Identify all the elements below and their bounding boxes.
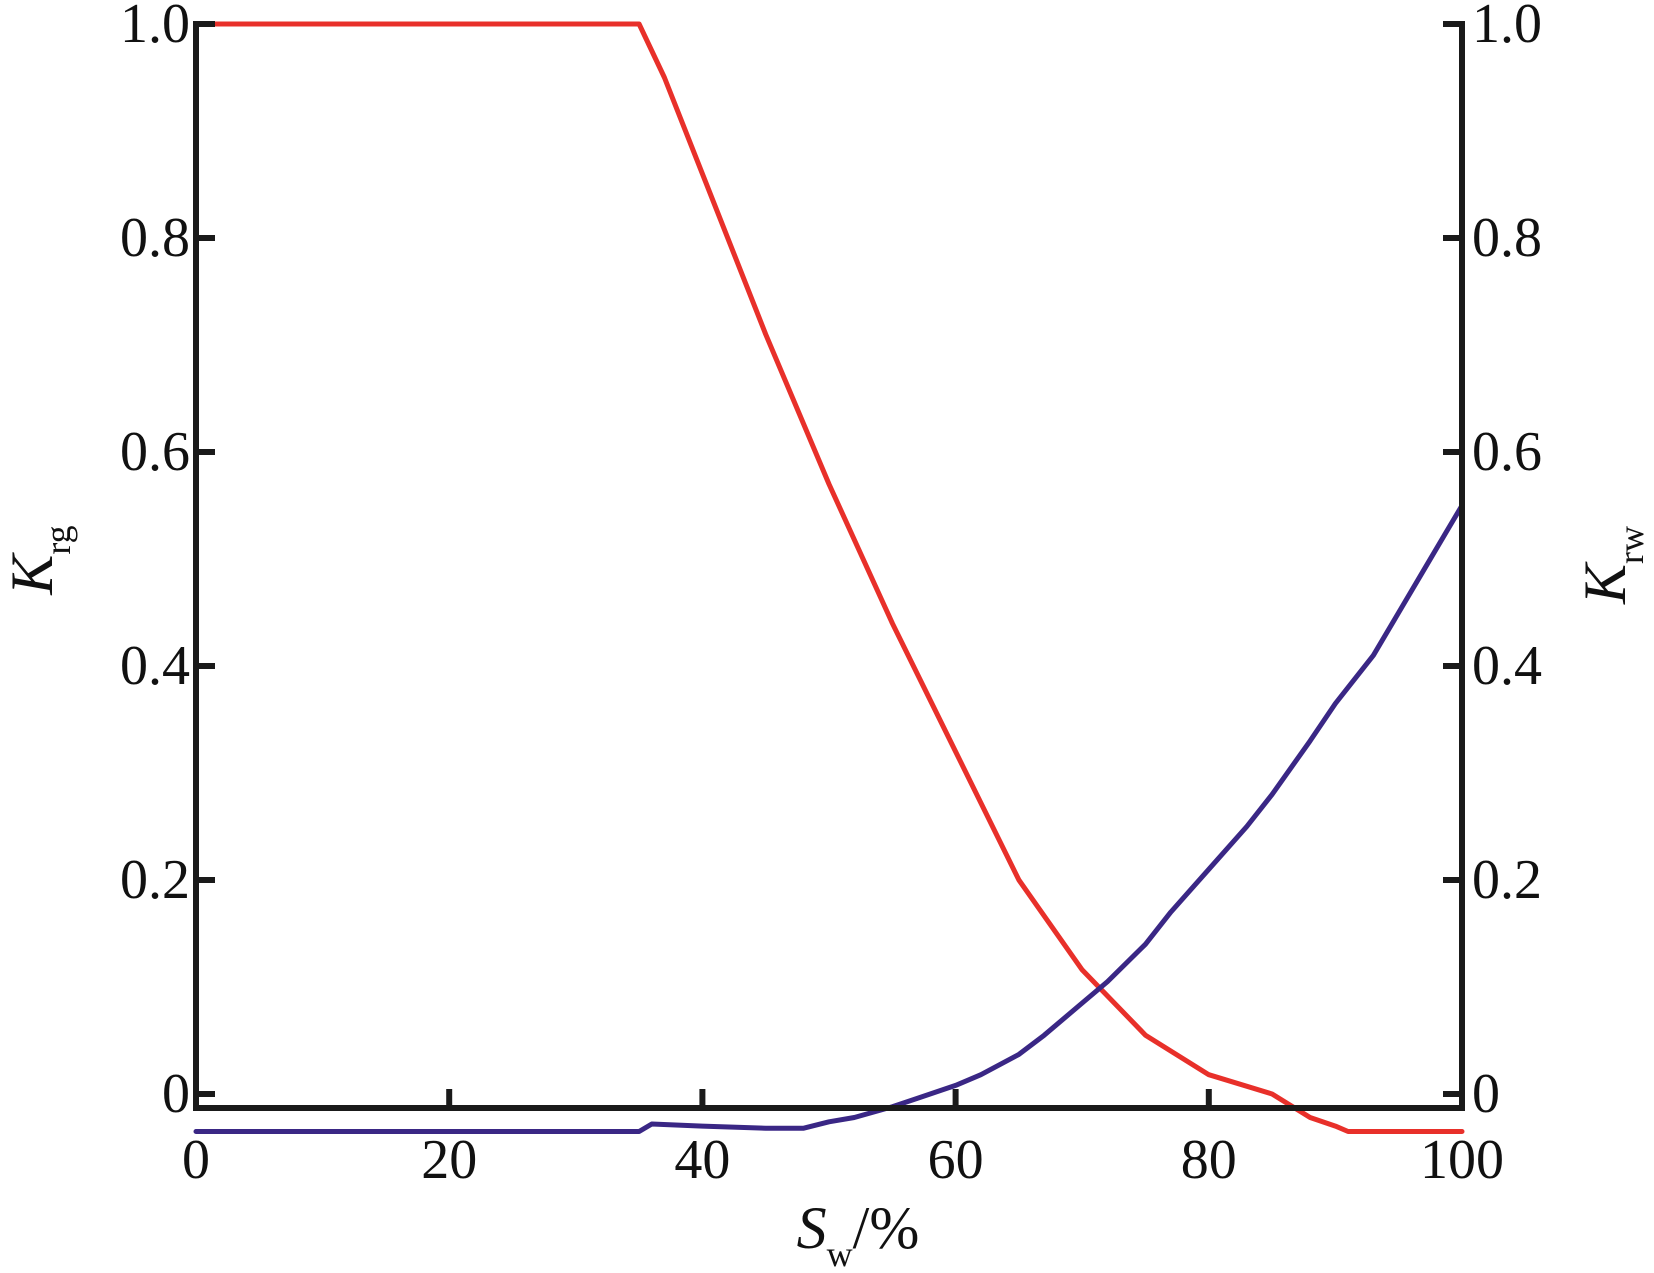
x-tick-label: 0 [182, 1129, 210, 1191]
left-y-tick-label: 0.2 [120, 849, 190, 911]
right-y-axis-title: Krw [1572, 526, 1651, 605]
tick-labels: 0 20 40 60 80 10000.20.40.60.81.000.20.40.60.… [120, 0, 1542, 1191]
krw-series-line [193, 503, 1465, 1134]
plot-lines [193, 21, 1465, 1134]
x-axis-title: Sw/% [797, 1195, 920, 1273]
krg-series-line [193, 21, 1465, 1134]
axes [193, 21, 1465, 1111]
right-y-tick-label: 0 [1472, 1063, 1500, 1125]
left-y-tick-label: 0 [162, 1063, 190, 1125]
right-y-tick-label: 0.8 [1472, 207, 1542, 269]
left-y-tick-label: 0.6 [120, 421, 190, 483]
right-y-tick-label: 1.0 [1472, 0, 1542, 55]
right-y-tick-label: 0.4 [1472, 635, 1542, 697]
x-tick-label: 20 [421, 1129, 477, 1191]
right-y-tick-label: 0.6 [1472, 421, 1542, 483]
left-y-axis-title: Krg [0, 525, 78, 595]
x-tick-label: 100 [1420, 1129, 1504, 1191]
x-tick-label: 40 [674, 1129, 730, 1191]
x-tick-label: 80 [1181, 1129, 1237, 1191]
left-y-tick-label: 0.4 [120, 635, 190, 697]
left-y-tick-label: 1.0 [120, 0, 190, 55]
right-y-tick-label: 0.2 [1472, 849, 1542, 911]
left-y-tick-label: 0.8 [120, 207, 190, 269]
x-tick-label: 60 [928, 1129, 984, 1191]
